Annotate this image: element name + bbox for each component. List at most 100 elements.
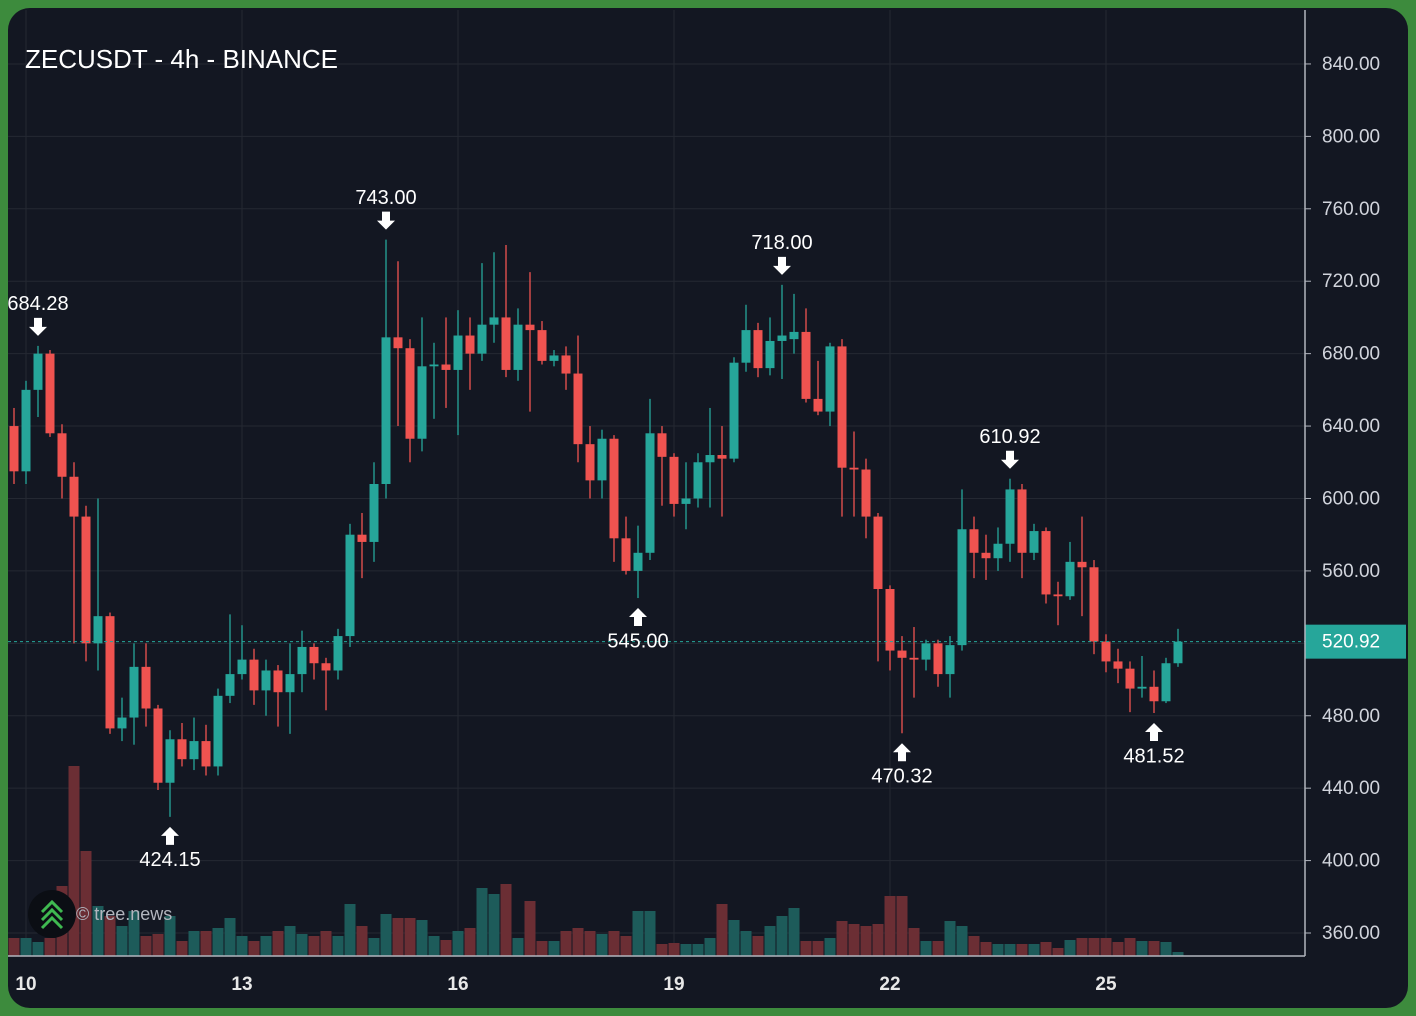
volume-bar (440, 940, 452, 956)
volume-bar (872, 924, 884, 956)
volume-bar (632, 911, 644, 956)
volume-bar (944, 921, 956, 956)
volume-bar (860, 926, 872, 956)
last-price-box (1305, 624, 1406, 659)
candle-body (393, 337, 403, 349)
volume-bar (92, 906, 104, 956)
last-price-label: 520.92 (1322, 632, 1380, 653)
candle-body (561, 355, 571, 374)
annotation-label: 718.00 (751, 232, 812, 254)
candle-body (1005, 489, 1015, 544)
volume-bar (164, 916, 176, 956)
candle-body (33, 353, 43, 390)
volume-bar (260, 936, 272, 956)
volume-bar (644, 911, 656, 956)
candle-body (705, 455, 715, 463)
annotation-arrow (1145, 722, 1163, 741)
x-tick-label: 22 (879, 974, 900, 995)
candle-body (297, 646, 307, 675)
candle-body (1041, 531, 1051, 595)
volume-bar (248, 941, 260, 956)
volume-bar (368, 938, 380, 956)
volume-bar (452, 931, 464, 956)
volume-bar (428, 936, 440, 956)
candle-body (825, 346, 835, 412)
candle-body (1017, 489, 1027, 553)
candle-body (1065, 561, 1075, 597)
volume-bar (836, 921, 848, 956)
candle-body (405, 348, 415, 439)
candle-body (417, 366, 427, 439)
y-tick-label: 760.00 (1322, 199, 1380, 220)
volume-bar (392, 918, 404, 956)
volume-bar (356, 926, 368, 956)
volume-bar (896, 896, 908, 956)
volume-bar (212, 928, 224, 956)
chart-title: ZECUSDT - 4h - BINANCE (25, 44, 338, 74)
candle-body (1101, 641, 1111, 662)
candle-body (849, 467, 859, 470)
volume-bar (788, 908, 800, 956)
candle-body (381, 337, 391, 484)
annotation-label: 481.52 (1123, 745, 1184, 767)
volume-bar (680, 944, 692, 956)
volume-bar (44, 938, 56, 956)
x-tick-label: 25 (1095, 974, 1117, 995)
candle-body (633, 552, 643, 571)
volume-bar (320, 931, 332, 956)
y-tick-label: 800.00 (1322, 126, 1380, 147)
candle-body (837, 346, 847, 468)
volume-bar (968, 936, 980, 956)
volume-bar (416, 920, 428, 956)
volume-bar (1136, 941, 1148, 956)
volume-bar (500, 884, 512, 956)
candle-body (669, 456, 679, 504)
candle-body (333, 636, 343, 671)
volume-bar (1172, 952, 1184, 956)
volume-bar (716, 904, 728, 956)
candle-body (177, 739, 187, 760)
candle-body (249, 659, 259, 691)
candle-body (189, 741, 199, 760)
candle-body (777, 335, 787, 341)
volume-bar (1088, 938, 1100, 956)
volume-bar (584, 931, 596, 956)
annotation-label: 743.00 (355, 187, 416, 209)
volume-bar (824, 938, 836, 956)
volume-bar (308, 936, 320, 956)
volume-bar (140, 936, 152, 956)
volume-bar (764, 926, 776, 956)
candle-body (789, 331, 799, 340)
panel (8, 8, 1408, 1008)
annotation-arrow (377, 211, 395, 230)
volume-bar (1112, 942, 1124, 956)
annotation-arrow (893, 743, 911, 762)
candle-body (129, 666, 139, 718)
candle-body (1029, 531, 1039, 553)
candle-body (801, 331, 811, 399)
volume-bar (464, 928, 476, 956)
candle-body (1137, 686, 1147, 689)
volume-bar (1052, 948, 1064, 956)
volume-bar (1028, 944, 1040, 956)
annotation-label: 424.15 (139, 849, 200, 871)
volume-bar (608, 931, 620, 956)
volume-bar (344, 904, 356, 956)
y-tick-label: 720.00 (1322, 271, 1380, 292)
volume-bar (992, 944, 1004, 956)
candle-body (441, 364, 451, 370)
volume-bar (656, 944, 668, 956)
candle-body (513, 324, 523, 370)
volume-bar (476, 888, 488, 956)
volume-bar (296, 934, 308, 956)
candle-body (357, 534, 367, 542)
annotation-arrow (1001, 450, 1019, 469)
volume-bar (848, 924, 860, 956)
annotation-label: 684.28 (7, 293, 68, 315)
candle-body (237, 659, 247, 675)
candle-body (429, 364, 439, 367)
volume-bar (776, 916, 788, 956)
watermark-icon (28, 890, 76, 938)
annotation-label: 610.92 (979, 426, 1040, 448)
volume-bar (1064, 940, 1076, 956)
